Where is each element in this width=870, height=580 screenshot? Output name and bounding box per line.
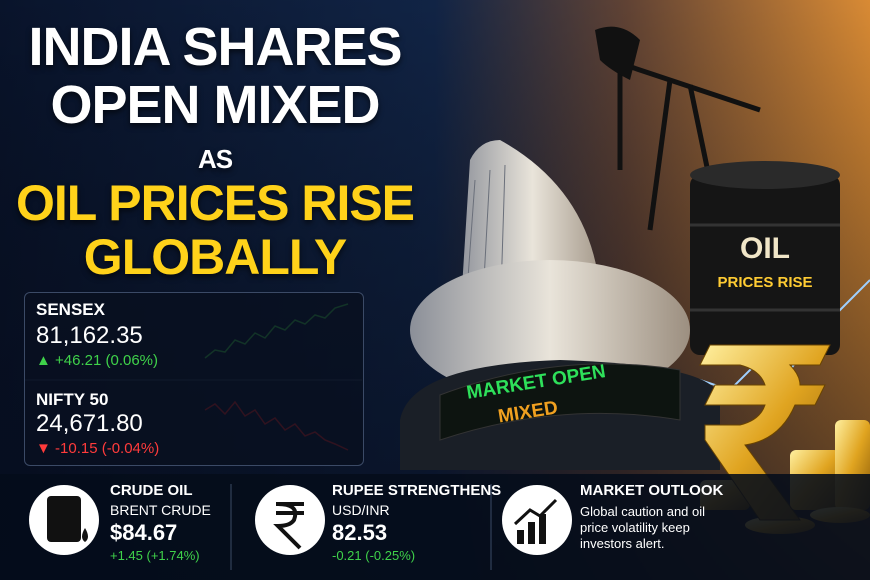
card-value: 82.53 xyxy=(332,520,388,545)
barrel-text: PRICES RISE xyxy=(717,274,813,291)
headline-connector: AS xyxy=(197,144,233,174)
bottom-strip xyxy=(0,474,870,580)
card-icons xyxy=(29,485,572,555)
index-name: NIFTY 50 xyxy=(36,390,109,409)
card-title: CRUDE OIL xyxy=(110,482,193,499)
headline-line: INDIA SHARES xyxy=(28,17,402,77)
index-name: SENSEX xyxy=(36,300,105,319)
headline-line: OIL PRICES RISE xyxy=(15,175,415,231)
card-text: Global caution and oil price volatility … xyxy=(580,504,706,551)
index-value: 24,671.80 xyxy=(36,410,143,437)
card-title: RUPEE STRENGTHENS xyxy=(332,482,502,499)
card-value: $84.67 xyxy=(110,520,178,545)
card-change: +1.45 (+1.74%) xyxy=(110,548,200,563)
card-title: MARKET OUTLOOK xyxy=(580,482,724,499)
headline-line: GLOBALLY xyxy=(83,229,347,285)
sign-board xyxy=(439,363,681,441)
barrel-text: OIL xyxy=(740,232,790,265)
index-panel xyxy=(24,292,364,466)
card-subtitle: USD/INR xyxy=(332,502,390,518)
barrel-top xyxy=(690,161,840,189)
headline-line: OPEN MIXED xyxy=(50,75,380,135)
card-subtitle: BRENT CRUDE xyxy=(110,502,211,518)
pump-head xyxy=(595,26,640,81)
index-change: -10.15 (-0.04%) xyxy=(55,440,160,457)
index-change-row: ▼ -10.15 (-0.04%) xyxy=(36,440,160,457)
index-value: 81,162.35 xyxy=(36,322,143,349)
card-change: -0.21 (-0.25%) xyxy=(332,548,416,563)
index-change: +46.21 (0.06%) xyxy=(55,352,159,369)
index-change-row: ▲ +46.21 (0.06%) xyxy=(36,352,159,369)
